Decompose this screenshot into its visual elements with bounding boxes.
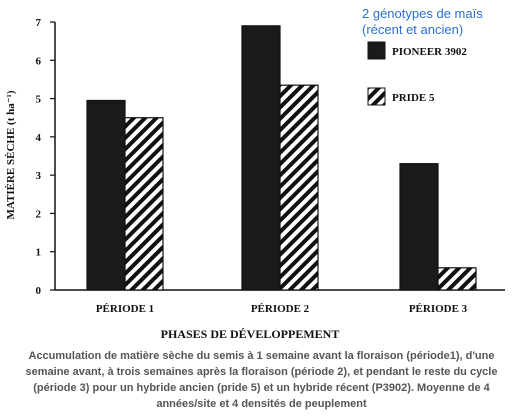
- y-tick-label: 1: [36, 247, 42, 259]
- y-tick-label: 6: [36, 55, 42, 67]
- x-category-labels: PÉRIODE 1 PÉRIODE 2 PÉRIODE 3: [96, 303, 468, 315]
- bar-pride-5: [124, 117, 164, 291]
- bar-pioneer-3902: [399, 163, 439, 291]
- y-tick-label: 5: [36, 94, 42, 106]
- bar-pride-5: [437, 267, 477, 291]
- annotation-line-1: 2 génotypes de maïs: [362, 6, 483, 21]
- legend-swatch: [367, 41, 386, 60]
- y-ticks: 0 1 2 3 4 5 6 7: [36, 17, 55, 297]
- x-category-label: PÉRIODE 2: [251, 303, 310, 315]
- y-tick-label: 4: [36, 132, 42, 144]
- caption-line-2: semaine avant, à trois semaines après la…: [25, 366, 498, 378]
- bar-pioneer-3902: [86, 99, 126, 291]
- y-tick-label: 7: [36, 17, 42, 29]
- legend-swatch: [367, 87, 386, 106]
- y-tick-label: 2: [36, 208, 42, 220]
- annotation-line-2: (récent et ancien): [362, 22, 464, 37]
- y-axis-label: MATIÈRE SÈCHE (t ha⁻¹): [5, 90, 17, 219]
- x-axis-label: PHASES DE DÉVELOPPEMENT: [161, 327, 340, 341]
- legend: PIONEER 3902 PRIDE 5: [367, 41, 467, 106]
- caption-line-3: (période 3) pour un hybride ancien (prid…: [33, 382, 490, 394]
- legend-label: PRIDE 5: [392, 92, 435, 104]
- caption: Accumulation de matière sèche du semis à…: [4, 348, 519, 412]
- bars: [86, 25, 477, 291]
- y-tick-label: 0: [36, 285, 42, 297]
- caption-line-4: années/site et 4 densités de peuplement: [156, 398, 367, 410]
- legend-label: PIONEER 3902: [392, 46, 467, 58]
- bar-pride-5: [279, 84, 319, 291]
- caption-line-1: Accumulation de matière sèche du semis à…: [28, 350, 495, 362]
- bar-pioneer-3902: [241, 25, 281, 291]
- y-tick-label: 3: [36, 170, 42, 182]
- annotation: 2 génotypes de maïs (récent et ancien): [362, 6, 483, 38]
- x-category-label: PÉRIODE 3: [409, 303, 468, 315]
- x-category-label: PÉRIODE 1: [96, 303, 154, 315]
